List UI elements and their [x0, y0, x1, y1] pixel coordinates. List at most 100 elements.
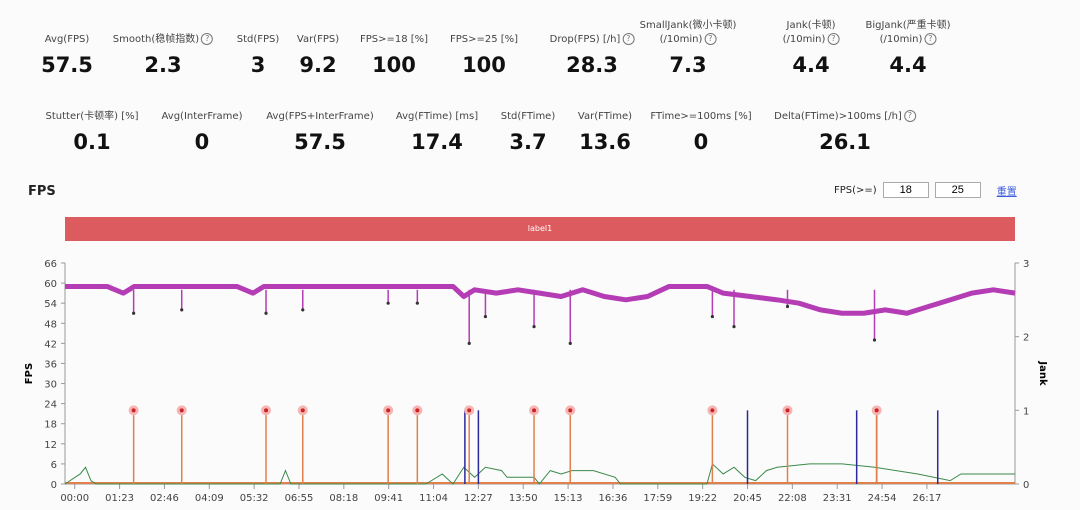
threshold-25-input[interactable]	[934, 182, 981, 198]
metric-label: Std(FPS)	[237, 33, 280, 47]
x-tick-label: 23:31	[823, 493, 852, 504]
metric: Var(FTime) 13.6	[578, 110, 632, 154]
metric-label-text: Avg(FPS)	[44, 34, 90, 45]
metric: Avg(FPS+InterFrame) 57.5	[266, 110, 373, 154]
fps-dip-point	[264, 311, 268, 315]
help-icon[interactable]: ?	[903, 110, 916, 122]
metric-label: BigJank(严重卡顿) (/10min)?	[866, 19, 951, 47]
y2-tick-label: 3	[1023, 259, 1029, 270]
help-icon[interactable]: ?	[201, 33, 214, 45]
jank-marker	[785, 408, 790, 413]
fps-dip-point	[732, 325, 736, 329]
metric: Std(FTime) 3.7	[501, 110, 555, 154]
reset-link[interactable]: 重置	[996, 186, 1017, 198]
metric-value: 3.7	[509, 130, 547, 154]
metric-label: Std(FTime)	[501, 110, 555, 124]
y-tick-label: 6	[51, 460, 57, 471]
y-tick-label: 36	[44, 359, 57, 370]
metric-value: 100	[372, 53, 416, 77]
y-tick-label: 48	[44, 319, 57, 330]
metric-label-text: SmallJank(微小卡顿) (/10min)	[639, 20, 737, 45]
metric-value: 4.4	[792, 53, 830, 77]
x-tick-label: 19:22	[688, 493, 717, 504]
jank-marker	[874, 408, 879, 413]
metric-value: 4.4	[889, 53, 927, 77]
metric-value: 0.1	[73, 130, 111, 154]
x-tick-label: 08:18	[329, 493, 358, 504]
y2-axis-label: Jank	[1037, 360, 1048, 386]
fps-line	[65, 283, 1016, 316]
jank-marker	[568, 408, 573, 413]
metric: FTime>=100ms [%] 0	[650, 110, 751, 154]
x-tick-label: 12:27	[464, 493, 493, 504]
metric-label-text: Drop(FPS) [/h]	[549, 34, 621, 45]
metric-label: Avg(InterFrame)	[162, 110, 243, 124]
metric-label-text: Smooth(稳帧指数)	[112, 34, 200, 45]
metric-label: Var(FTime)	[578, 110, 632, 124]
metric-label: Avg(FTime) [ms]	[396, 110, 478, 124]
metric-label-text: BigJank(严重卡顿) (/10min)	[865, 20, 951, 45]
fps-dip-point	[785, 304, 790, 309]
metric-label: SmallJank(微小卡顿) (/10min)?	[639, 19, 737, 47]
jank-marker	[300, 408, 305, 413]
metric-label-text: FPS>=25 [%]	[449, 34, 519, 45]
jank-marker	[467, 408, 472, 413]
metric: Avg(FTime) [ms] 17.4	[396, 110, 478, 154]
fps-dip-point	[415, 301, 419, 305]
help-icon[interactable]: ?	[827, 33, 840, 45]
jank-marker	[710, 408, 715, 413]
y2-tick-label: 2	[1023, 333, 1029, 344]
fps-dip-point	[301, 308, 305, 312]
fps-dip-point	[386, 301, 390, 305]
label-banner[interactable]: label1	[65, 217, 1015, 241]
y-tick-label: 60	[44, 279, 57, 290]
metric-value: 17.4	[411, 130, 463, 154]
x-tick-label: 22:08	[778, 493, 807, 504]
y-tick-label: 30	[44, 380, 57, 391]
metric: BigJank(严重卡顿) (/10min)? 4.4	[866, 19, 951, 77]
metric-label: FPS>=18 [%]	[360, 33, 428, 47]
metric-value: 9.2	[299, 53, 337, 77]
metric-label: FTime>=100ms [%]	[650, 110, 751, 124]
metric-value: 28.3	[566, 53, 618, 77]
metric-label-text: Var(FPS)	[296, 34, 340, 45]
threshold-18-input[interactable]	[882, 182, 929, 198]
interframe-line	[64, 462, 1015, 485]
metric: SmallJank(微小卡顿) (/10min)? 7.3	[640, 19, 737, 77]
metric-label: Jank(卡顿) (/10min)?	[783, 19, 840, 47]
metric-label-text: FPS>=18 [%]	[359, 34, 429, 45]
metric-label: Stutter(卡顿率) [%]	[46, 110, 139, 124]
metric-label: Drop(FPS) [/h]?	[550, 33, 635, 47]
x-tick-label: 06:55	[285, 493, 314, 504]
help-icon[interactable]: ?	[924, 33, 937, 45]
x-tick-label: 09:41	[374, 493, 403, 504]
x-tick-label: 11:04	[419, 493, 448, 504]
metric-value: 0	[693, 130, 709, 154]
y-tick-label: 0	[51, 480, 57, 491]
metric-value: 26.1	[819, 130, 871, 154]
metric-label: Delta(FTime)>100ms [/h]?	[774, 110, 916, 124]
metric-label: Avg(FPS)	[41, 33, 93, 47]
metric: Avg(FPS) 57.5	[41, 33, 93, 77]
metric-value: 0	[194, 130, 210, 154]
x-tick-label: 13:50	[509, 493, 538, 504]
metric-value: 57.5	[294, 130, 346, 154]
y-axis-label: FPS	[24, 363, 35, 384]
metric-value: 13.6	[579, 130, 631, 154]
metric-value: 2.3	[144, 53, 182, 77]
help-icon[interactable]: ?	[704, 33, 717, 45]
threshold-label: FPS(>=)	[834, 184, 877, 196]
fps-dip-point	[180, 308, 184, 312]
fps-dip-point	[467, 341, 471, 345]
fps-dip-point	[710, 314, 714, 319]
metric: FPS>=18 [%] 100	[360, 33, 428, 77]
metric: Avg(InterFrame) 0	[162, 110, 243, 154]
jank-marker	[264, 408, 269, 413]
x-tick-label: 02:46	[150, 493, 179, 504]
metric-label-text: Delta(FTime)>100ms [/h]	[774, 111, 902, 122]
jank-marker	[386, 408, 391, 413]
x-tick-label: 15:13	[554, 493, 583, 504]
help-icon[interactable]: ?	[622, 33, 635, 45]
fps-dip-point	[483, 314, 488, 319]
